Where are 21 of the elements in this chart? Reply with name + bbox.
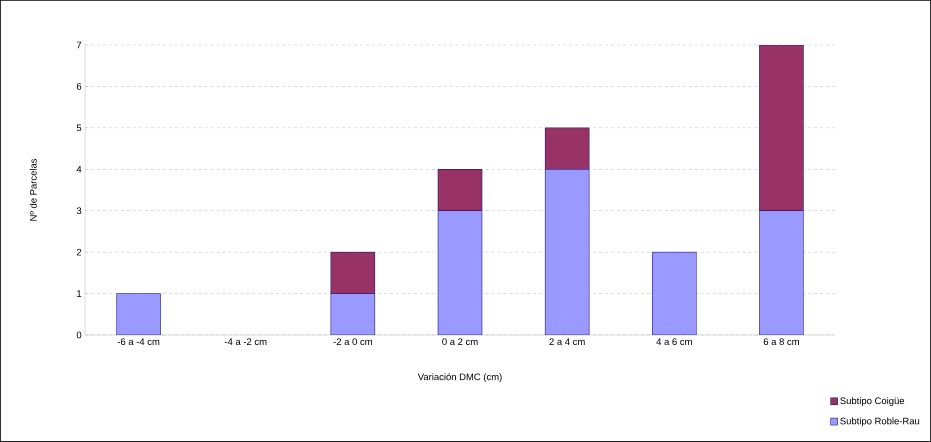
x-tick-label: -6 a -4 cm	[118, 338, 160, 346]
y-tick-label: 7	[76, 42, 82, 48]
bar	[116, 293, 161, 335]
y-tick-label: 4	[76, 166, 82, 173]
x-tick-label: -4 a -2 cm	[224, 338, 266, 346]
x-tick-label: 0 a 2 cm	[442, 338, 478, 346]
y-tick-label: 0	[76, 332, 82, 338]
legend-label: Subtipo Roble-Rau	[840, 417, 920, 426]
y-tick-label: 3	[76, 207, 82, 214]
y-axis-title: Nº de Parcelas	[30, 158, 37, 221]
x-tick-label: 4 a 6 cm	[656, 338, 692, 346]
y-tick-label: 1	[77, 290, 82, 297]
y-tick-label: 6	[76, 83, 82, 90]
bar	[652, 252, 697, 335]
y-tick-label: 2	[76, 248, 82, 256]
x-tick-label: 2 a 4 cm	[549, 338, 585, 346]
x-tick-label: -2 a 0 cm	[334, 338, 372, 346]
legend-label: Subtipo Coigüe	[840, 397, 904, 406]
x-tick-label: 6 a 8 cm	[764, 338, 799, 346]
y-tick-label: 5	[76, 124, 82, 132]
x-axis-title: Variación DMC (cm)	[418, 373, 502, 382]
